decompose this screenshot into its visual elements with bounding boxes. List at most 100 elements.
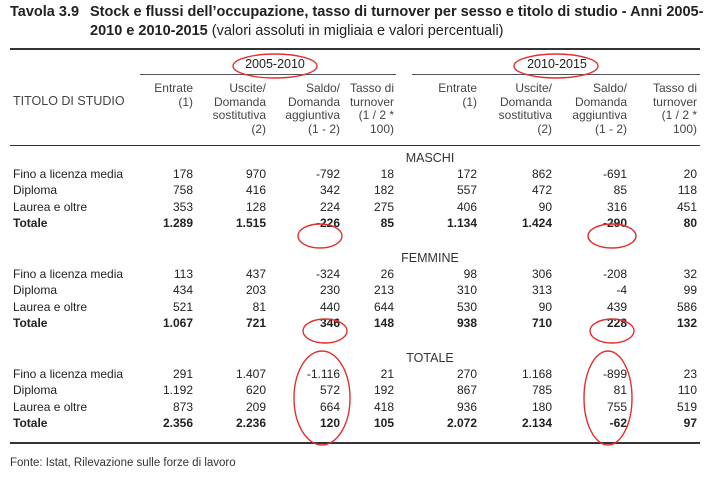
- table-cell: 440: [319, 299, 340, 314]
- table-cell: 2.134: [521, 415, 552, 430]
- period2-circle: [513, 53, 599, 79]
- table-cell: 128: [245, 199, 266, 214]
- table-cell: 416: [245, 183, 266, 198]
- column-header: Entrate (1): [417, 81, 477, 109]
- table-cell: 98: [463, 267, 477, 281]
- table-cell: 437: [245, 267, 266, 281]
- row-label: Totale: [13, 415, 48, 430]
- table-cell: 519: [676, 399, 697, 414]
- column-header: Uscite/Domanda sostitutiva (2): [482, 81, 552, 136]
- column-header-line: Domanda: [574, 94, 627, 109]
- column-header-line: Saldo/: [592, 81, 627, 95]
- column-header-line: (1): [178, 94, 193, 109]
- column-header-line: aggiuntiva: [285, 108, 340, 122]
- table-cell: 85: [613, 183, 627, 198]
- table-cell: 406: [456, 199, 477, 214]
- column-header: Saldo/Domanda aggiuntiva (1 - 2): [264, 81, 340, 136]
- table-cell: 938: [456, 315, 477, 330]
- section-header: MASCHI: [405, 151, 455, 165]
- table-cell: 316: [606, 199, 627, 214]
- table-title-subtitle: (valori assoluti in migliaia e valori pe…: [211, 23, 504, 39]
- table-cell: 310: [456, 283, 477, 298]
- table-cell: 1.424: [521, 215, 552, 230]
- column-header-line: Domanda: [287, 94, 340, 109]
- table-cell: 530: [456, 299, 477, 314]
- period1-rule: [140, 74, 396, 75]
- row-label: Totale: [13, 215, 48, 230]
- table-cell: 758: [172, 183, 193, 198]
- row-label: Laurea e oltre: [13, 299, 88, 314]
- table-cell: -4: [616, 283, 627, 298]
- table-cell: 1.515: [235, 215, 266, 230]
- table-cell: 2.072: [446, 415, 477, 430]
- table-cell: 180: [531, 399, 552, 414]
- table-cell: 472: [531, 183, 552, 198]
- period2-header: 2010-2015: [527, 57, 587, 71]
- column-header-line: Entrate: [154, 81, 193, 95]
- femmine-saldo2-circle: [589, 318, 635, 344]
- table-cell: 213: [373, 283, 394, 298]
- table-cell: 353: [172, 199, 193, 214]
- column-header-line: Uscite/: [229, 81, 266, 95]
- table-cell: -899: [602, 367, 627, 381]
- table-cell: -792: [315, 167, 340, 181]
- table-cell: 342: [319, 183, 340, 198]
- row-label-header: TITOLO DI STUDIO: [13, 94, 125, 108]
- table-cell: 203: [245, 283, 266, 298]
- column-header-line: (2): [251, 121, 266, 136]
- row-label: Fino a licenza media: [13, 367, 124, 381]
- table-cell: 120: [319, 415, 340, 430]
- table-cell: 270: [456, 367, 477, 381]
- table-cell: 209: [245, 399, 266, 414]
- table-cell: 20: [683, 167, 697, 181]
- column-header-line: Uscite/: [515, 81, 552, 95]
- column-header-line: 100): [369, 121, 394, 136]
- table-cell: 105: [373, 415, 394, 430]
- table-cell: 418: [373, 399, 394, 414]
- table-cell: 1.289: [162, 215, 193, 230]
- table-cell: 81: [252, 299, 266, 314]
- column-header-line: Domanda: [499, 94, 552, 109]
- table-cell: 2.356: [162, 415, 193, 430]
- table-cell: 620: [245, 383, 266, 398]
- table-cell: 148: [373, 315, 394, 330]
- source-note: Fonte: Istat, Rilevazione sulle forze di…: [10, 457, 236, 469]
- table-cell: 80: [683, 215, 697, 230]
- table-cell: 2.236: [235, 415, 266, 430]
- table-cell: 224: [319, 199, 340, 214]
- table-cell: 113: [173, 267, 193, 281]
- top-rule: [10, 48, 700, 50]
- column-header-line: Domanda: [213, 94, 266, 109]
- table-cell: 118: [677, 183, 697, 198]
- totale-saldo1-circle: [293, 350, 351, 446]
- table-cell: 23: [683, 367, 697, 381]
- table-cell: 867: [456, 383, 477, 398]
- table-cell: 1.067: [162, 315, 193, 330]
- femmine-saldo1-circle: [302, 318, 348, 344]
- table-cell: 1.407: [235, 367, 266, 381]
- table-cell: 90: [538, 299, 552, 314]
- column-header-line: (1 - 2): [594, 121, 627, 136]
- table-cell: 99: [683, 283, 697, 298]
- column-header: Saldo/Domanda aggiuntiva (1 - 2): [551, 81, 627, 136]
- table-title-bold: Stock e flussi dell’occupazione, tasso d…: [90, 4, 704, 39]
- table-cell: 230: [319, 283, 340, 298]
- table-cell: 557: [456, 183, 477, 198]
- row-label: Laurea e oltre: [13, 199, 88, 214]
- column-header: Entrate (1): [133, 81, 193, 109]
- table-cell: 721: [245, 315, 266, 330]
- column-header-line: (1): [462, 94, 477, 109]
- column-header-line: 100): [672, 121, 697, 136]
- table-cell: 182: [373, 183, 394, 198]
- section-header: TOTALE: [406, 351, 454, 365]
- column-header: Tasso di turnover (1 / 2 * 100): [643, 81, 697, 136]
- column-header-line: aggiuntiva: [572, 108, 627, 122]
- totale-saldo2-circle: [583, 350, 633, 446]
- table-cell: 81: [613, 383, 627, 398]
- table-cell: 132: [676, 315, 697, 330]
- maschi-saldo2-circle: [587, 223, 637, 249]
- table-cell: 586: [676, 299, 697, 314]
- section-header: FEMMINE: [401, 251, 459, 265]
- table-cell: 521: [172, 299, 193, 314]
